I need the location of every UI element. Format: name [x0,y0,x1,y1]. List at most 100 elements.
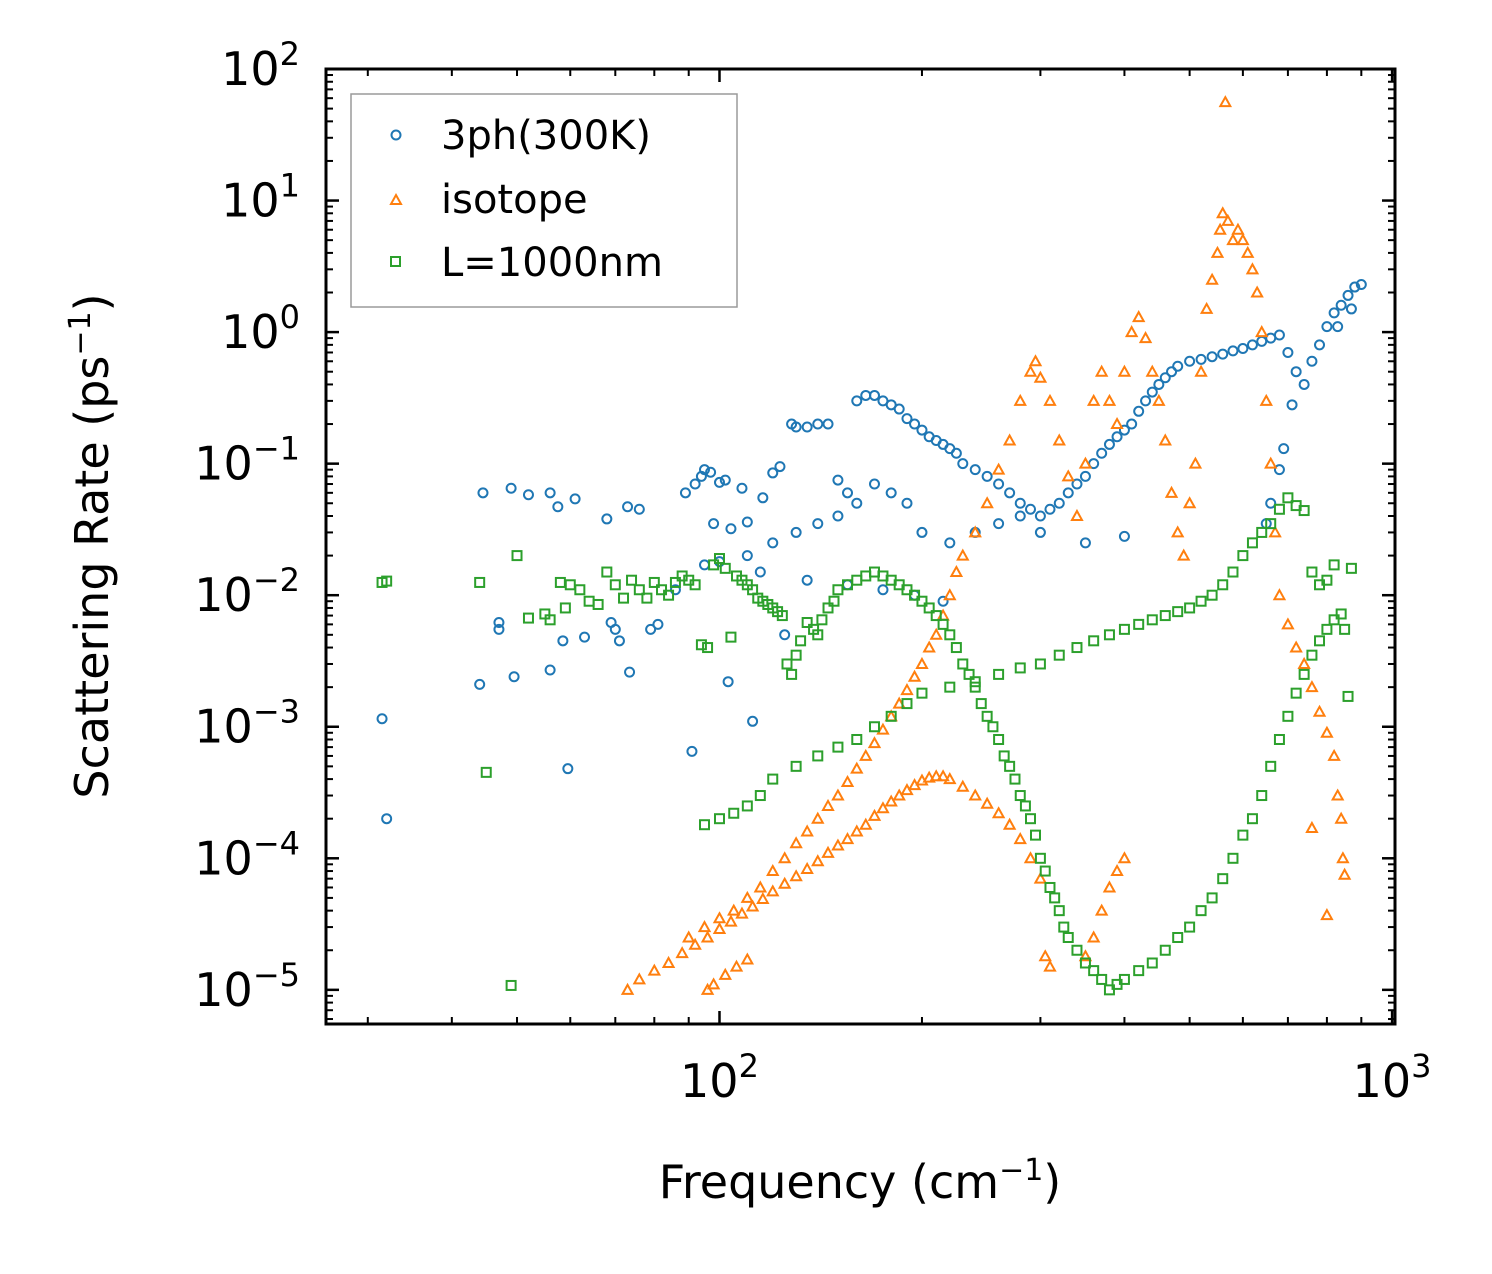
data-point [626,574,638,586]
data-point [981,470,993,482]
data-point [1218,95,1233,108]
data-point [1153,378,1165,390]
data-point [1298,668,1310,680]
data-point [876,801,890,814]
data-point [1237,550,1249,562]
data-point [876,722,890,735]
data-point [722,676,734,688]
data-point [969,464,981,476]
data-point [1184,355,1196,367]
legend-label-3ph: 3ph(300K) [441,113,651,159]
data-point [1264,456,1278,469]
data-point [622,501,634,513]
data-point [757,492,769,504]
legend-marker-triangle [389,192,403,205]
data-point [1339,623,1351,635]
y-tick-label: 10−4 [194,824,300,885]
data-point [613,635,625,647]
data-point [1345,303,1357,315]
data-point [1053,905,1065,917]
data-point [689,579,701,591]
data-point [713,476,725,488]
data-point [1226,233,1240,246]
data-point [1094,364,1109,377]
data-point [832,510,844,522]
data-point [777,851,792,864]
data-point [789,836,803,849]
data-point [1086,930,1101,943]
data-point [1159,372,1171,384]
data-points [376,95,1367,996]
data-point [786,668,798,680]
y-tick-label: 10−3 [194,693,300,754]
data-point [1172,360,1184,372]
data-point [987,721,999,733]
data-point [724,914,738,927]
data-point [1078,949,1093,962]
data-point [740,952,755,965]
data-point [766,863,780,877]
data-point [901,497,913,509]
data-point [944,537,956,549]
data-point [675,946,689,959]
data-point [1138,331,1153,344]
data-point [1103,438,1115,450]
data-point [1255,325,1269,338]
data-point [1195,905,1207,917]
data-point [1058,921,1070,933]
data-point [559,602,571,614]
data-point [1078,456,1093,469]
data-point [1034,658,1046,670]
data-point [1094,903,1109,916]
data-point [719,474,731,486]
data-point [1029,829,1041,841]
data-point [381,575,393,587]
data-point [1009,773,1021,785]
data-point [1061,469,1075,482]
data-point [609,623,621,635]
data-point [1246,813,1258,825]
data-point [884,794,898,807]
data-point [1014,497,1026,509]
y-tick-label: 102 [221,35,300,96]
data-point [480,766,492,778]
data-point [1131,310,1146,323]
data-point [508,671,520,683]
data-point [477,487,489,499]
data-point [1140,395,1152,407]
data-point [1062,487,1074,499]
legend-marker-square [390,256,401,267]
data-point [1118,530,1130,542]
data-point [968,788,982,801]
data-point [1297,656,1311,669]
data-point [544,614,556,626]
data-point [689,478,701,490]
data-point [1124,325,1139,338]
data-point [916,595,928,607]
data-point [1053,497,1065,509]
data-point [851,574,863,586]
data-point [907,669,922,682]
x-tick-label: 102 [680,1047,759,1108]
data-point [949,564,964,578]
data-point [669,576,681,588]
data-point [929,627,943,640]
data-point [957,458,969,470]
data-point [1199,301,1214,314]
x-axis-title: Frequency (cm−1) [659,1153,1062,1209]
legend: 3ph(300K) isotope L=1000nm [350,93,738,308]
data-point [1217,348,1229,360]
data-point [557,635,569,647]
data-point [1184,602,1196,614]
data-point [1282,492,1294,504]
data-point [1102,880,1117,893]
data-point [1071,478,1083,490]
data-point [1071,642,1083,654]
data-point [1004,487,1016,499]
data-point [1265,518,1277,530]
data-point [975,698,987,710]
data-point [929,769,943,782]
data-point [1071,944,1083,956]
data-point [812,418,824,430]
data-point [1259,393,1273,406]
